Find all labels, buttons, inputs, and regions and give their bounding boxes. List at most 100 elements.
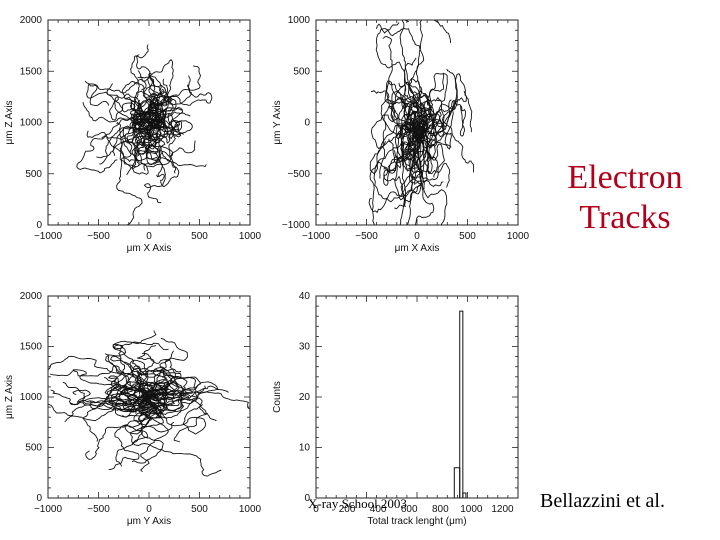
electron-track xyxy=(140,72,161,124)
plot-frame xyxy=(315,295,519,499)
x-tick-label: 1000 xyxy=(239,231,262,242)
y-tick-label: 500 xyxy=(293,66,310,77)
y-tick-label: 0 xyxy=(304,493,310,504)
electron-track xyxy=(153,388,217,422)
y-tick-label: 0 xyxy=(36,493,42,504)
electron-track xyxy=(131,399,164,445)
y-tick-label: −500 xyxy=(287,169,310,180)
x-tick-label: 500 xyxy=(191,504,208,515)
track-length-histogram-chart: 0 200 400 600 800 1000 1200 0 10 20 30 40 Total trac… xyxy=(272,291,519,527)
electron-track xyxy=(149,91,173,116)
electron-track xyxy=(130,44,153,124)
electron-track xyxy=(86,83,148,120)
y-tick-label: 0 xyxy=(304,118,310,129)
electron-track xyxy=(144,96,163,126)
electron-track xyxy=(121,400,169,473)
electron-track xyxy=(398,78,421,130)
track-group xyxy=(76,44,213,225)
electron-track xyxy=(152,391,250,410)
x-tick-label: −500 xyxy=(87,504,110,515)
x-axis-label: μm X Axis xyxy=(127,243,172,254)
x-tick-label: 600 xyxy=(401,504,418,515)
y-axis-label: μm Z Axis xyxy=(4,100,15,144)
footer-right-text: Bellazzini et al. xyxy=(540,490,665,512)
title-line-2: Tracks xyxy=(579,199,671,236)
electron-track xyxy=(411,121,448,225)
x-tick-label: 0 xyxy=(146,231,152,242)
electron-track xyxy=(131,400,164,464)
electron-track xyxy=(116,141,150,225)
electron-track xyxy=(373,137,414,203)
y-tick-label: 1000 xyxy=(20,392,43,403)
y-tick-label: 40 xyxy=(299,291,311,302)
y-tick-label: 1000 xyxy=(288,15,311,26)
electron-track xyxy=(418,90,442,149)
title-line-1: Electron xyxy=(567,159,683,196)
slide-title: Electron Tracks xyxy=(540,158,710,238)
tracks-yz-chart: −1000 −500 0 500 1000 0 500 1000 1500 2000 μm Y Ax… xyxy=(4,291,262,527)
electron-track xyxy=(137,396,176,417)
electron-track xyxy=(151,98,183,140)
electron-track xyxy=(133,113,174,155)
x-tick-label: −1000 xyxy=(302,231,331,242)
x-tick-label: 1000 xyxy=(460,504,483,515)
electron-track xyxy=(73,365,152,402)
x-tick-label: 200 xyxy=(339,504,356,515)
x-tick-label: 1000 xyxy=(507,231,530,242)
y-tick-label: 10 xyxy=(299,443,311,454)
y-tick-label: 1000 xyxy=(20,118,43,129)
electron-track xyxy=(107,375,153,414)
electron-track xyxy=(85,404,158,460)
electron-track xyxy=(123,120,149,175)
x-tick-label: 800 xyxy=(432,504,449,515)
x-tick-label: 500 xyxy=(459,231,476,242)
x-axis-label: μm Y Axis xyxy=(127,516,171,527)
y-tick-label: 1500 xyxy=(20,66,43,77)
track-group xyxy=(368,20,475,225)
y-tick-label: 500 xyxy=(25,443,42,454)
track-group xyxy=(48,330,250,477)
electron-track xyxy=(407,127,423,225)
electron-track xyxy=(138,385,206,414)
x-tick-label: −500 xyxy=(355,231,378,242)
electron-track xyxy=(160,398,207,443)
x-axis-label: μm X Axis xyxy=(395,243,440,254)
electron-track xyxy=(160,374,201,401)
electron-track xyxy=(104,382,162,398)
y-axis-label: μm Z Axis xyxy=(4,375,15,419)
electron-track xyxy=(155,75,213,113)
tracks-xz-chart: −1000 −500 0 500 1000 0 500 1000 1500 2000 μm X Ax… xyxy=(4,15,262,254)
histogram-bars xyxy=(453,310,467,498)
histogram-bar xyxy=(453,467,461,498)
electron-track xyxy=(399,114,437,179)
electron-track xyxy=(144,368,182,398)
y-tick-label: 20 xyxy=(299,392,311,403)
electron-track xyxy=(400,100,435,135)
electron-track xyxy=(137,368,198,426)
electron-track xyxy=(382,35,421,134)
tracks-xy-chart: −1000 −500 0 500 1000 −1000 −500 0 500 1000 μm X A… xyxy=(272,15,530,254)
x-tick-label: −1000 xyxy=(34,231,63,242)
electron-track xyxy=(48,355,153,394)
electron-track xyxy=(121,367,152,409)
y-tick-label: 30 xyxy=(299,342,311,353)
electron-track xyxy=(131,121,177,174)
x-tick-label: 0 xyxy=(414,231,420,242)
x-tick-label: −1000 xyxy=(34,504,63,515)
y-axis-label: μm Y Axis xyxy=(272,100,283,144)
electron-track xyxy=(110,356,143,394)
footer-left-text: X-ray School 2003 xyxy=(308,496,407,511)
electron-track xyxy=(129,395,222,477)
electron-track xyxy=(375,23,425,142)
electron-track xyxy=(418,73,473,143)
y-tick-label: 2000 xyxy=(20,15,43,26)
y-tick-label: −1000 xyxy=(282,220,311,231)
electron-track xyxy=(114,387,156,412)
x-tick-label: 0 xyxy=(146,504,152,515)
electron-track xyxy=(89,392,168,414)
electron-track xyxy=(134,125,196,168)
x-tick-label: 400 xyxy=(370,504,387,515)
electron-track xyxy=(146,120,181,140)
y-tick-label: 1500 xyxy=(20,342,43,353)
